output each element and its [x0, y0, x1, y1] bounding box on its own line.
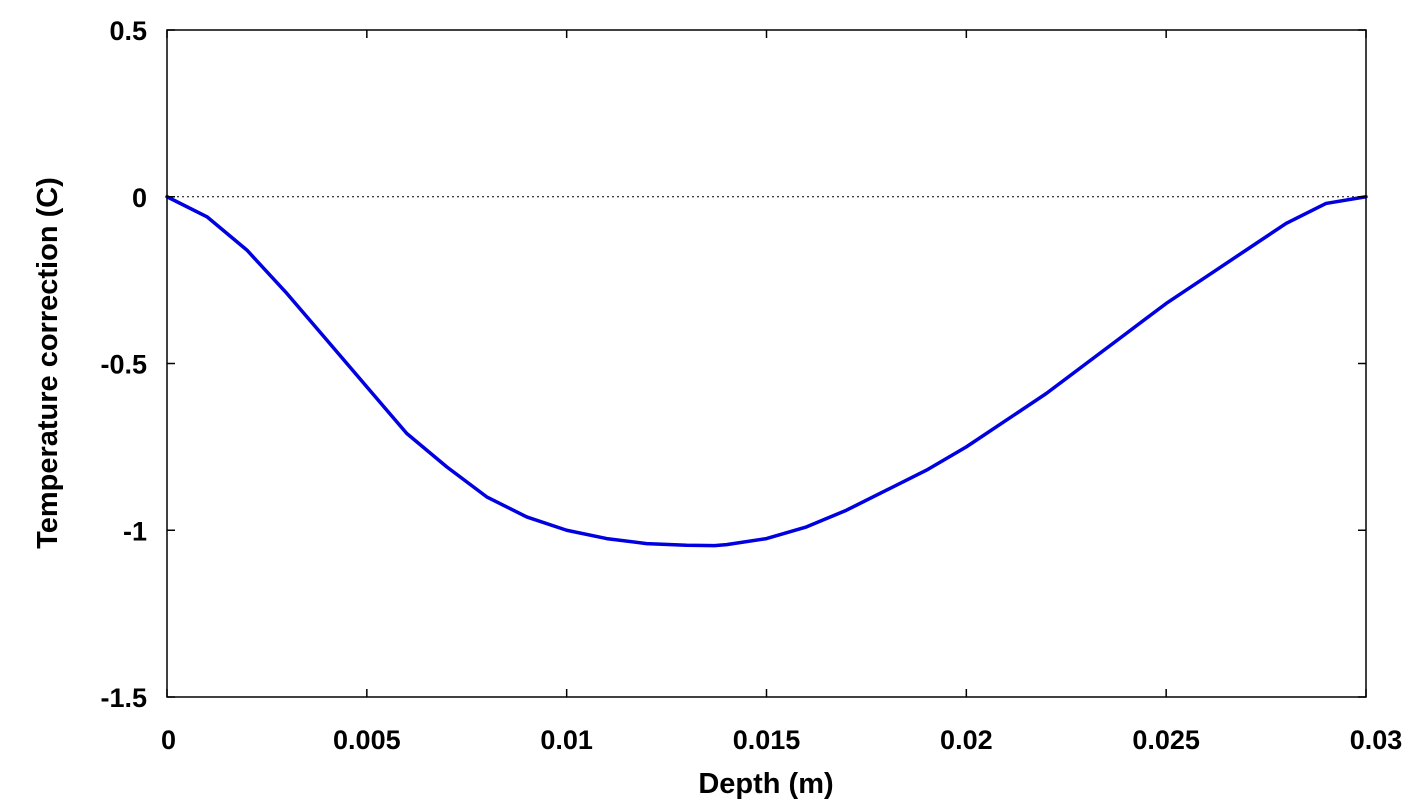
tick-layer	[166, 29, 1367, 698]
x-tick-label: 0	[161, 725, 176, 755]
series-layer	[165, 195, 1368, 548]
x-tick-label: 0.02	[940, 725, 993, 755]
x-tick-label: 0.005	[333, 725, 401, 755]
x-tick-label: 0.025	[1132, 725, 1200, 755]
x-tick-label: 0.01	[540, 725, 593, 755]
label-layer: 0 0.005 0.01 0.015 0.02 0.025 0.03 0.5 0 -0.5 -1 -1…	[100, 16, 1402, 755]
x-axis-label: Depth (m)	[698, 768, 833, 800]
y-tick-label: -0.5	[100, 350, 147, 380]
series-line-0	[165, 195, 1368, 548]
x-tick-label: 0.03	[1350, 725, 1403, 755]
y-tick-label: -1.5	[100, 683, 147, 713]
y-axis-label: Temperature correction (C)	[32, 177, 64, 549]
x-tick-label: 0.015	[733, 725, 801, 755]
y-tick-label: 0.5	[109, 16, 147, 46]
y-tick-label: -1	[123, 516, 147, 546]
y-tick-label: 0	[132, 183, 147, 213]
